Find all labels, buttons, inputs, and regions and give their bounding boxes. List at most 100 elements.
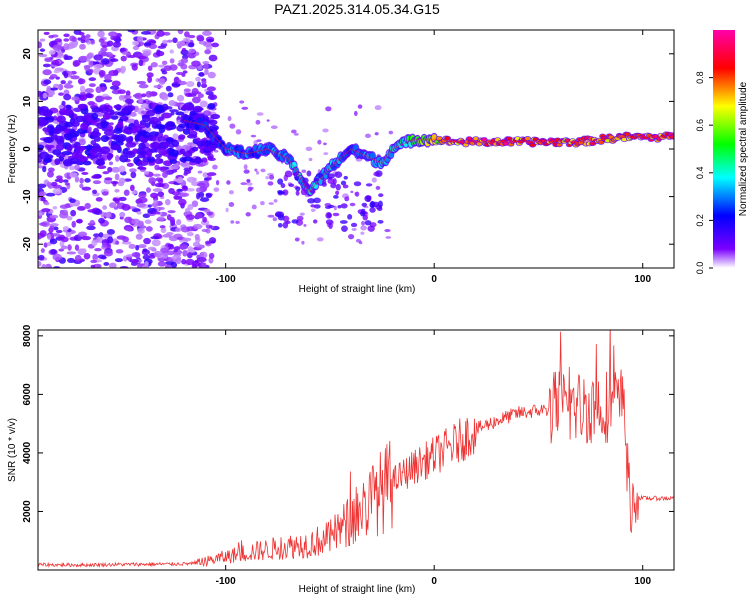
spectrogram-cell [334,171,343,178]
spectrogram-cell [207,71,216,79]
spectrogram-cell [325,106,332,112]
spectrogram-cell [42,92,48,99]
spectrogram-cell [141,31,151,35]
spectrogram-cell [187,246,194,253]
spectrogram-cell [176,188,184,192]
spectrogram-cell [530,143,536,147]
spectrogram-cell [61,209,69,216]
spectrogram-cell [87,126,92,132]
spectrogram-cell [110,144,122,151]
spectrogram-cell [114,199,120,204]
spectrogram-cell [126,226,133,232]
spectrogram-cell [161,93,169,101]
spectrogram-cell [256,139,262,142]
spectrogram-cell [192,241,201,247]
spectrogram-cell [212,164,218,170]
spectrogram-cell [52,205,58,210]
spectrogram-cell [92,189,98,195]
spectrogram-cell [333,205,337,211]
spectrogram-cell [98,232,104,238]
spectrogram-cell [86,225,96,231]
spectrogram-cell [250,134,257,138]
spectrogram-cell [125,98,134,104]
spectrogram-cell [335,190,340,196]
spectrogram-cell [182,151,193,157]
spectrogram-cell [58,248,65,252]
spectrogram-cell [153,250,163,258]
spectrogram-cell [312,219,318,224]
spectrogram-cell [128,243,136,249]
spectrogram-cell [38,222,48,226]
snr-y-axis-label: SNR (10 * v/v) [7,418,18,482]
spectrogram-cell [56,152,66,158]
spectrogram-cell [121,51,129,55]
spectrogram-cell [136,262,143,268]
spectrogram-cell [205,224,213,229]
spectrogram-cell [246,178,251,183]
spectrogram-cell [315,173,324,178]
spectrogram-cell [63,71,69,79]
spectrogram-cell [43,31,50,35]
spectrogram-cell [268,202,274,205]
spectrogram-cell [100,120,108,129]
colorbar-ticks: 0.0 0.2 0.4 0.6 0.8 [695,71,713,274]
spectrogram-cell [316,237,324,242]
spectrogram-cell [96,165,107,170]
spectrogram-cell [138,59,144,67]
spectrogram-cell [196,257,207,263]
spectrogram-cell [166,165,176,171]
spectrogram-cell [265,176,270,180]
spectrogram-cell [56,175,63,180]
spectrogram-cell [340,180,347,186]
spectrogram-cell [38,90,43,97]
spectrogram-cell [138,142,146,150]
spectrogram-cell [213,187,220,192]
spectrogram-cell [122,236,130,243]
spectrogram-cell [202,60,210,65]
spectrogram-cell [106,229,115,235]
spectrogram-cell [181,258,187,265]
spectrogram-cell [206,172,217,177]
spectrogram-cell [169,49,174,54]
spectrogram-cell [137,55,147,60]
spectrogram-cell [113,127,123,134]
spectrogram-cell [130,218,141,225]
spectrogram-cell [323,142,327,146]
spectrogram-cell [148,255,156,259]
spectrogram-cell [360,225,367,231]
spectrogram-cell [138,244,147,249]
spectrogram-cell [172,37,178,44]
spectrogram-cell [303,223,307,227]
spectrogram-cell [39,48,46,52]
spectrogram-cell [122,255,128,262]
spectrogram-cell [201,83,208,89]
spectrogram-cell [207,175,212,181]
spectrogram-cell [186,80,195,88]
spectrogram-cell [168,187,175,194]
spectrogram-cell [82,160,92,166]
spectrogram-cell [109,262,117,268]
spectrogram-cell [341,225,348,232]
spectrogram-cell [225,207,229,213]
spectrogram-cell [213,149,219,153]
spectrogram-cell [431,134,437,142]
spectrogram-cell [138,193,147,199]
spectrogram-cell [81,248,87,254]
spectrogram-cell [272,217,278,222]
y-tick-label: 8000 [22,324,33,347]
spectrogram-cell [84,202,91,210]
spectrogram-cell [191,260,201,267]
spectrogram-cell [360,231,365,235]
spectrogram-cell [180,63,188,70]
spectrogram-cell [361,220,366,226]
snr-panel: -100 0 100 2000 4000 6000 8000 Height of stra… [7,324,675,595]
spectrogram-cell [160,247,170,254]
spectrogram-cell [377,219,384,224]
spectrogram-cell [186,226,195,232]
snr-line [38,330,674,568]
spectrogram-cell [205,228,211,234]
spectrogram-cell [170,261,178,268]
spectrogram-cell [207,102,216,110]
spectrogram-cell [71,96,80,101]
